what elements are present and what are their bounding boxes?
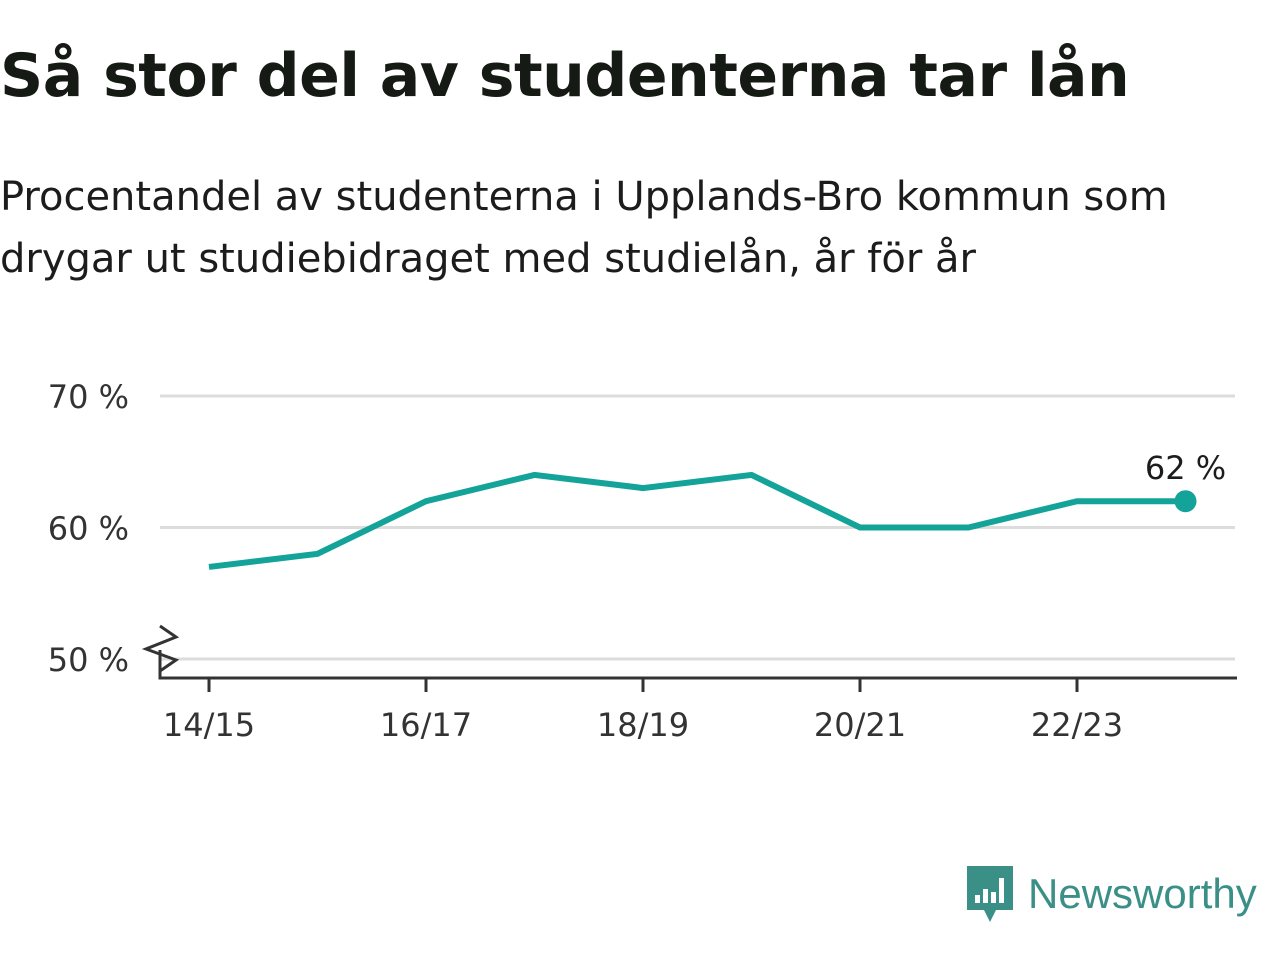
brand-logo: Newsworthy <box>964 864 1257 924</box>
newsworthy-logo-icon <box>967 866 1013 922</box>
x-tick-label: 22/23 <box>1031 706 1123 744</box>
chart-title: Så stor del av studenterna tar lån <box>0 41 1130 111</box>
x-tick-label: 20/21 <box>814 706 906 744</box>
series-line <box>208 471 1186 570</box>
x-tick-label: 18/19 <box>597 706 689 744</box>
last-value-point <box>1174 490 1197 513</box>
brand-name: Newsworthy <box>1028 870 1257 917</box>
y-tick-label: 50 % <box>48 641 129 679</box>
last-value-label: 62 % <box>1145 449 1226 487</box>
x-tick-label: 14/15 <box>163 706 255 744</box>
axis-break-icon <box>141 624 180 673</box>
chart-subtitle: Procentandel av studenterna i Upplands-B… <box>0 174 1168 282</box>
y-tick-label: 60 % <box>48 510 129 548</box>
x-tick-label: 16/17 <box>380 706 472 744</box>
y-tick-label: 70 % <box>48 378 129 416</box>
